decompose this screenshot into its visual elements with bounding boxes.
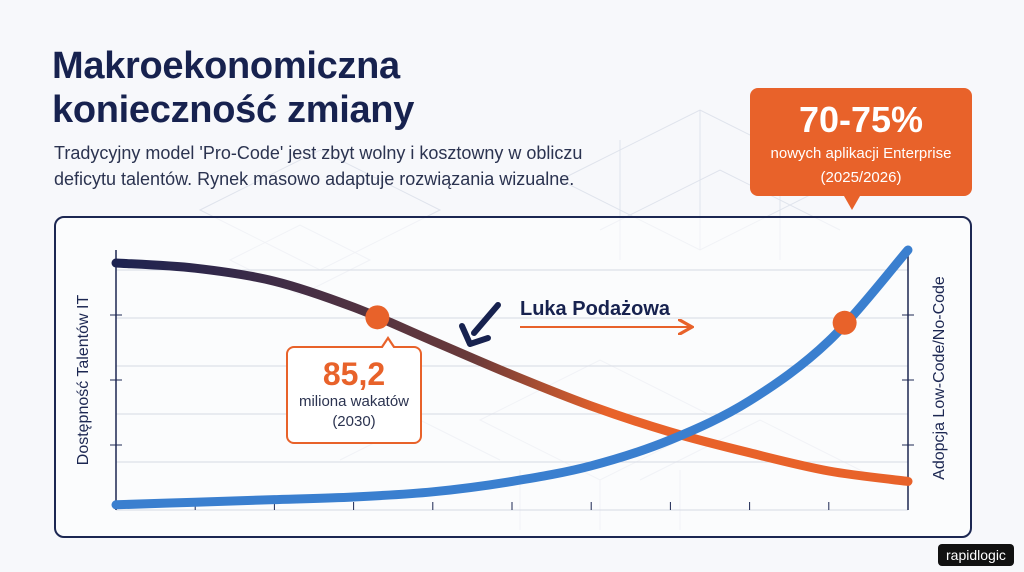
adoption-value: 70-75% [798, 99, 924, 140]
brand-logo: rapidlogic [938, 544, 1014, 566]
talent-availability-line [111, 258, 913, 486]
page-subtitle: Tradycyjny model 'Pro-Code' jest zbyt wo… [54, 140, 624, 192]
subtitle-line-2: deficytu talentów. Rynek masowo adaptuje… [54, 169, 575, 189]
adoption-callout: 70-75% nowych aplikacji Enterprise (2025… [750, 88, 972, 210]
y-axis-left-label: Dostępność Talentów IT [75, 294, 92, 466]
vacancies-text-1: miliona wakatów [298, 393, 410, 410]
supply-gap-arrow [459, 302, 501, 347]
vacancies-text-2: (2030) [332, 413, 376, 430]
page-title: Makroekonomiczna konieczność zmiany [52, 44, 414, 132]
adoption-text-2: (2025/2026) [820, 169, 902, 186]
supply-gap-label: Luka Podażowa [520, 298, 671, 320]
title-line-1: Makroekonomiczna [52, 45, 400, 87]
title-line-2: konieczność zmiany [52, 89, 415, 131]
adoption-marker [832, 310, 857, 335]
vacancies-marker [365, 305, 390, 330]
vacancies-callout: 85,2 miliona wakatów (2030) [286, 336, 422, 444]
subtitle-line-1: Tradycyjny model 'Pro-Code' jest zbyt wo… [54, 143, 583, 163]
lowcode-adoption-line [111, 245, 913, 510]
y-axis-right-label: Adopcja Low-Code/No-Code [931, 276, 948, 480]
vacancies-value: 85,2 [322, 356, 386, 392]
chart-grid [110, 269, 914, 511]
adoption-text-1: nowych aplikacji Enterprise [770, 145, 952, 162]
